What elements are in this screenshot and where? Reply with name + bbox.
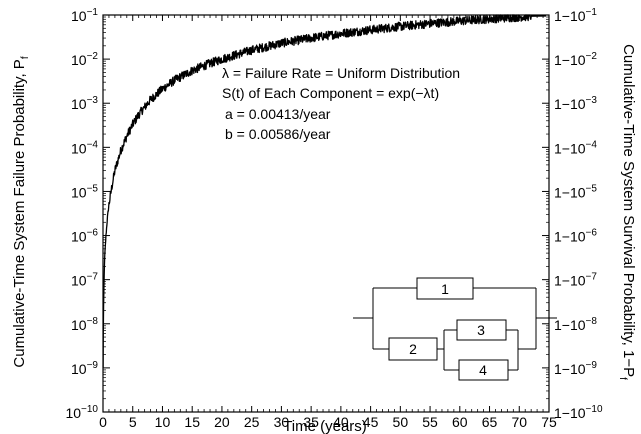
y-tick-label-left: 10−10: [65, 404, 98, 421]
y-tick-label-left: 10−7: [71, 272, 98, 289]
y-axis-left-ticks: 10−1 10−2 10−3 10−4 10−5 10−6 10−7 10−8 10−9 10−1…: [65, 7, 110, 421]
annotation-a-value: a = 0.00413/year: [225, 106, 331, 122]
y-axis-left-label: Cumulative-Time System Failure Probabili…: [11, 56, 31, 367]
y-tick-label-right: 1−10−5: [554, 183, 597, 200]
y-tick-label-left: 10−6: [71, 228, 98, 245]
y-axis-right-label: Cumulative-Time System Survival Probabil…: [617, 44, 637, 380]
y-tick-label-left: 10−2: [71, 51, 98, 68]
x-tick-label: 35: [303, 414, 319, 430]
block-4-label: 4: [479, 362, 487, 378]
x-axis-ticks: 0 5 10 15 20 25 30 35 40 45 50 55 60 65 70 75: [99, 15, 557, 430]
reliability-block-diagram: [353, 277, 557, 381]
x-tick-label: 25: [244, 414, 260, 430]
annotation-b-value: b = 0.00586/year: [225, 126, 331, 142]
y-axis-right-ticks: 1−10−1 1−10−2 1−10−3 1−10−4 1−10−5 1−10−6 1−10…: [542, 7, 603, 421]
block-3-label: 3: [477, 322, 485, 338]
series-group: [102, 14, 547, 368]
annotation-block: λ = Failure Rate = Uniform Distribution …: [222, 65, 460, 142]
y-axis-left-label-sub: f: [20, 56, 31, 59]
x-tick-label: 55: [422, 414, 438, 430]
y-tick-label-right: 1−10−9: [554, 360, 597, 377]
block-1-label: 1: [441, 281, 449, 297]
x-tick-label: 70: [511, 414, 527, 430]
y-axis-right-label-sub: f: [617, 377, 628, 380]
y-tick-label-left: 10−8: [71, 316, 98, 333]
y-axis-left-label-main: Cumulative-Time System Failure Probabili…: [11, 59, 28, 367]
y-tick-label-left: 10−4: [71, 139, 98, 156]
annotation-failure-rate: λ = Failure Rate = Uniform Distribution: [222, 65, 460, 81]
y-tick-label-right: 1−10−3: [554, 95, 597, 112]
x-tick-label: 40: [333, 414, 349, 430]
x-tick-label: 20: [214, 414, 230, 430]
x-tick-label: 0: [99, 414, 107, 430]
x-tick-label: 5: [129, 414, 137, 430]
x-tick-label: 15: [184, 414, 200, 430]
y-tick-label-right: 1−10−7: [554, 272, 597, 289]
y-tick-label-left: 10−9: [71, 360, 98, 377]
x-axis-label: Time (years): [283, 418, 367, 434]
series-line: [102, 14, 532, 368]
y-tick-label-right: 1−10−6: [554, 228, 597, 245]
x-tick-label: 30: [274, 414, 290, 430]
annotation-survival-function: S(t) of Each Component = exp(−λt): [222, 85, 439, 101]
y-tick-label-right: 1−10−10: [554, 404, 603, 421]
y-tick-label-left: 10−3: [71, 95, 98, 112]
x-tick-label: 60: [452, 414, 468, 430]
plot-frame: [102, 14, 550, 413]
y-axis-right-label-main: Cumulative-Time System Survival Probabil…: [620, 44, 637, 377]
y-tick-label-right: 1−10−4: [554, 139, 597, 156]
x-tick-label: 10: [155, 414, 171, 430]
block-2-label: 2: [409, 341, 417, 357]
y-tick-label-right: 1−10−8: [554, 316, 597, 333]
x-tick-label: 65: [482, 414, 498, 430]
x-tick-label: 75: [541, 414, 557, 430]
y-tick-label-left: 10−5: [71, 183, 98, 200]
y-tick-label-right: 1−10−1: [554, 7, 597, 24]
y-tick-label-right: 1−10−2: [554, 51, 597, 68]
x-tick-label: 45: [363, 414, 379, 430]
y-tick-label-left: 10−1: [71, 7, 98, 24]
x-tick-label: 50: [393, 414, 409, 430]
block-labels: 1 2 3 4: [409, 281, 487, 378]
